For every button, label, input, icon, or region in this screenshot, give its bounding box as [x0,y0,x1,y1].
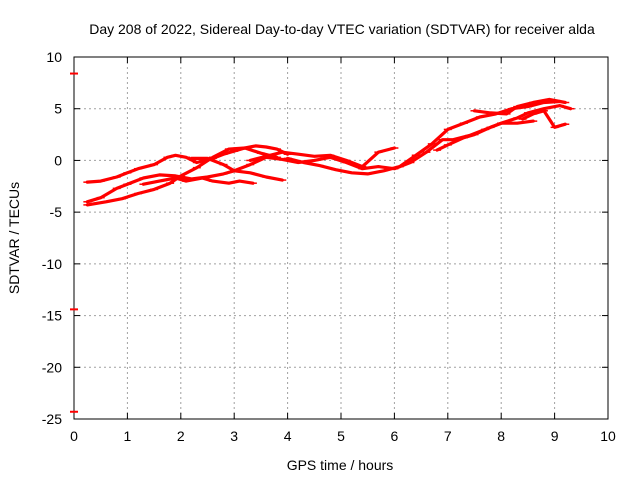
x-tick-label: 7 [444,428,452,444]
x-axis-title: GPS time / hours [287,457,394,473]
tick-layer: 0 1 2 3 4 5 6 7 8 9 10 -25 -20 -15 -10 -5 0 5 10 [42,49,616,444]
chart-title: Day 208 of 2022, Sidereal Day-to-day VTE… [89,21,595,37]
series-track-4 [139,176,257,186]
y-tick-label: -20 [42,359,62,375]
x-tick-label: 6 [391,428,399,444]
series-track-6 [246,146,399,169]
x-tick-label: 3 [230,428,238,444]
y-tick-label: -5 [50,204,63,220]
y-tick-label: 10 [46,49,62,65]
x-tick-label: 2 [177,428,185,444]
y-tick-label: -10 [42,256,62,272]
y-tick-label: 5 [54,101,62,117]
y-tick-label: 0 [54,152,62,168]
series-track-8 [433,104,575,152]
series-line [286,99,562,176]
edge-marker-layer [70,72,78,413]
x-tick-label: 1 [124,428,132,444]
series-line [248,146,396,169]
x-tick-label: 10 [600,428,616,444]
series-track-3 [83,169,287,204]
y-tick-label: -15 [42,308,62,324]
series-track-9 [470,97,570,116]
series-track-10 [518,109,570,129]
x-tick-label: 9 [551,428,559,444]
y-axis-title: SDTVAR / TECUs [6,182,22,294]
x-tick-label: 8 [497,428,505,444]
series-track-7 [283,99,564,176]
x-tick-label: 0 [70,428,78,444]
x-tick-label: 4 [284,428,292,444]
series-layer [83,97,575,207]
y-tick-label: -25 [42,411,62,427]
series-line [189,119,535,173]
x-tick-label: 5 [337,428,345,444]
